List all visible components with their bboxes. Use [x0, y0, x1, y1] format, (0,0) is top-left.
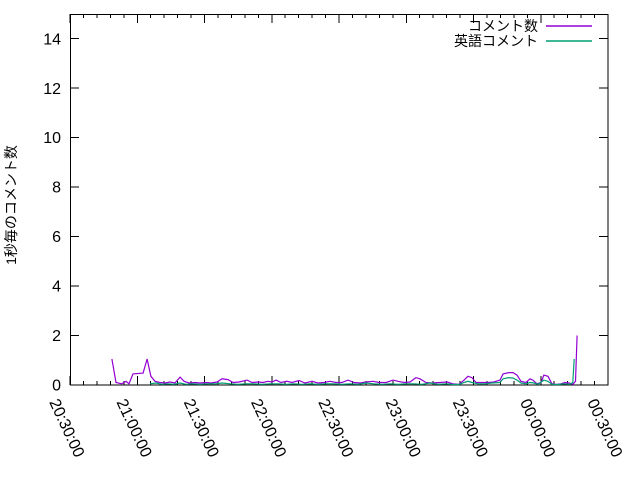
x-tick-label-2230: 22:30:00	[314, 397, 356, 461]
x-tick-label-2030: 20:30:00	[45, 397, 87, 461]
y-axis-tick-labels: 0 2 4 6 8 10 12 14	[43, 31, 61, 394]
series-lines	[111, 335, 578, 386]
series-line-comments	[111, 335, 578, 386]
y-tick-label-6: 6	[52, 229, 61, 246]
x-tick-label-2300: 23:00:00	[382, 397, 424, 461]
y-tick-label-8: 8	[52, 180, 61, 197]
y-tick-label-12: 12	[43, 81, 61, 98]
legend-label-english-comments: 英語コメント	[454, 33, 538, 49]
x-tick-label-2200: 22:00:00	[247, 397, 289, 461]
y-tick-label-14: 14	[43, 31, 61, 48]
y-tick-label-10: 10	[43, 130, 61, 147]
y-tick-label-0: 0	[52, 378, 61, 395]
series-line-english-comments	[149, 358, 575, 386]
y-tick-label-4: 4	[52, 279, 61, 296]
x-axis-tick-labels: 20:30:00 21:00:00 21:30:00 22:00:00 22:3…	[45, 397, 625, 461]
legend: コメント数 英語コメント	[454, 18, 592, 49]
x-tick-label-2100: 21:00:00	[113, 397, 155, 461]
y-axis-title: 1秒毎のコメント数	[3, 145, 19, 265]
plot-border	[70, 14, 609, 386]
x-tick-label-0000: 00:00:00	[516, 397, 558, 461]
axis-ticks	[69, 14, 609, 386]
y-tick-label-2: 2	[52, 328, 61, 345]
x-tick-label-2330: 23:30:00	[449, 397, 491, 461]
x-tick-label-0030: 00:30:00	[583, 397, 625, 461]
legend-label-comments: コメント数	[468, 18, 538, 34]
x-tick-label-2130: 21:30:00	[180, 397, 222, 461]
